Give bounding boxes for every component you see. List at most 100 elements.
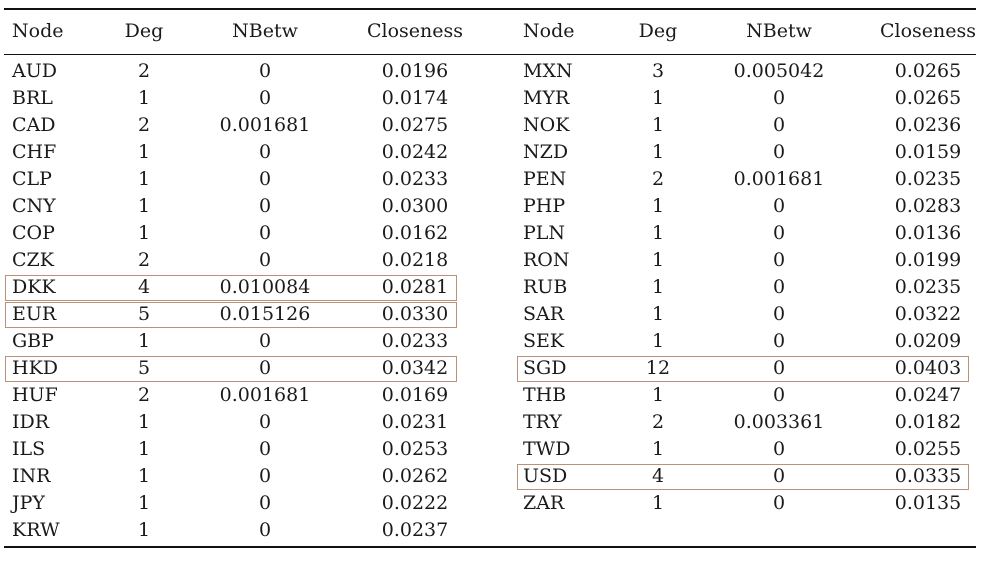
table-cell-nbetw: 0 [772, 141, 786, 163]
table-cell-nbetw: 0 [772, 465, 786, 487]
table-cell-closeness: 0.0199 [894, 249, 962, 271]
table-cell-closeness: 0.0169 [381, 384, 449, 406]
table-cell-nbetw: 0.001681 [733, 168, 825, 190]
header-nbetw-right: NBetw [746, 20, 812, 42]
table-cell-closeness: 0.0182 [894, 411, 962, 433]
table-cell-nbetw: 0.015126 [219, 303, 311, 325]
table-cell-node: HUF [12, 384, 58, 406]
table-cell-node: SAR [523, 303, 565, 325]
table-cell-closeness: 0.0174 [381, 87, 449, 109]
table-cell-node: EUR [12, 303, 57, 325]
table-cell-deg: 3 [651, 60, 665, 82]
table-cell-nbetw: 0 [258, 465, 272, 487]
table-cell-nbetw: 0.010084 [219, 276, 311, 298]
table-cell-nbetw: 0 [258, 168, 272, 190]
table-cell-closeness: 0.0275 [381, 114, 449, 136]
table-cell-nbetw: 0 [258, 222, 272, 244]
table-cell-node: IDR [12, 411, 50, 433]
table-cell-deg: 1 [137, 330, 151, 352]
table-cell-node: RUB [523, 276, 568, 298]
table-cell-nbetw: 0 [772, 438, 786, 460]
table-cell-deg: 4 [651, 465, 665, 487]
table-cell-deg: 1 [137, 141, 151, 163]
table-cell-nbetw: 0 [772, 195, 786, 217]
table-cell-deg: 5 [137, 357, 151, 379]
table-cell-nbetw: 0 [258, 438, 272, 460]
table-cell-deg: 5 [137, 303, 151, 325]
table-cell-closeness: 0.0136 [894, 222, 962, 244]
header-closeness-right: Closeness [879, 20, 977, 42]
table-cell-nbetw: 0 [258, 519, 272, 541]
table-cell-deg: 1 [651, 438, 665, 460]
table-cell-deg: 2 [651, 411, 665, 433]
table-cell-closeness: 0.0231 [381, 411, 449, 433]
table-cell-closeness: 0.0253 [381, 438, 449, 460]
table-cell-nbetw: 0 [258, 195, 272, 217]
table-cell-deg: 1 [137, 438, 151, 460]
table-cell-node: SEK [523, 330, 565, 352]
table-cell-node: ZAR [523, 492, 565, 514]
table-cell-closeness: 0.0236 [894, 114, 962, 136]
table-cell-deg: 1 [651, 276, 665, 298]
table-cell-node: JPY [12, 492, 45, 514]
table-cell-deg: 1 [651, 222, 665, 244]
table-cell-node: BRL [12, 87, 53, 109]
table-cell-node: PLN [523, 222, 566, 244]
header-node-right: Node [523, 20, 575, 42]
table-cell-deg: 1 [651, 303, 665, 325]
table-cell-nbetw: 0 [258, 411, 272, 433]
table-cell-deg: 1 [651, 114, 665, 136]
table-cell-nbetw: 0 [772, 303, 786, 325]
table-cell-node: TRY [523, 411, 562, 433]
header-deg-right: Deg [638, 20, 678, 42]
table-cell-closeness: 0.0403 [894, 357, 962, 379]
table-cell-node: HKD [12, 357, 58, 379]
table-cell-deg: 1 [137, 465, 151, 487]
table-cell-closeness: 0.0135 [894, 492, 962, 514]
table-cell-node: CNY [12, 195, 56, 217]
table-cell-nbetw: 0 [258, 249, 272, 271]
table-cell-nbetw: 0 [772, 357, 786, 379]
table-cell-closeness: 0.0322 [894, 303, 962, 325]
table-cell-closeness: 0.0300 [381, 195, 449, 217]
table-cell-node: NZD [523, 141, 569, 163]
table-cell-closeness: 0.0265 [894, 87, 962, 109]
table-cell-nbetw: 0 [258, 330, 272, 352]
table-cell-node: INR [12, 465, 51, 487]
table-cell-closeness: 0.0247 [894, 384, 962, 406]
table-cell-closeness: 0.0196 [381, 60, 449, 82]
table-cell-closeness: 0.0235 [894, 276, 962, 298]
table-cell-node: SGD [523, 357, 567, 379]
table-cell-nbetw: 0.001681 [219, 114, 311, 136]
table-cell-nbetw: 0.001681 [219, 384, 311, 406]
table-cell-node: ILS [12, 438, 46, 460]
table-cell-node: CLP [12, 168, 52, 190]
table-cell-closeness: 0.0209 [894, 330, 962, 352]
table-cell-closeness: 0.0283 [894, 195, 962, 217]
table-cell-node: CAD [12, 114, 56, 136]
table-cell-node: AUD [12, 60, 57, 82]
header-closeness-left: Closeness [366, 20, 464, 42]
top-rule [4, 8, 976, 10]
table-cell-deg: 2 [651, 168, 665, 190]
table-cell-nbetw: 0.005042 [733, 60, 825, 82]
table-cell-closeness: 0.0335 [894, 465, 962, 487]
table-cell-node: NOK [523, 114, 570, 136]
table-cell-nbetw: 0 [258, 87, 272, 109]
table-cell-closeness: 0.0233 [381, 168, 449, 190]
table-cell-deg: 1 [137, 411, 151, 433]
table-cell-deg: 1 [651, 195, 665, 217]
table-cell-deg: 1 [651, 492, 665, 514]
table-cell-deg: 4 [137, 276, 151, 298]
table-cell-node: MYR [523, 87, 570, 109]
table-cell-node: CZK [12, 249, 54, 271]
table-cell-closeness: 0.0235 [894, 168, 962, 190]
table-cell-nbetw: 0 [258, 357, 272, 379]
table-cell-node: PEN [523, 168, 567, 190]
table-cell-closeness: 0.0242 [381, 141, 449, 163]
table-cell-nbetw: 0 [772, 492, 786, 514]
table-cell-deg: 12 [645, 357, 671, 379]
bottom-rule [4, 546, 976, 548]
table-cell-closeness: 0.0222 [381, 492, 449, 514]
table-cell-closeness: 0.0330 [381, 303, 449, 325]
